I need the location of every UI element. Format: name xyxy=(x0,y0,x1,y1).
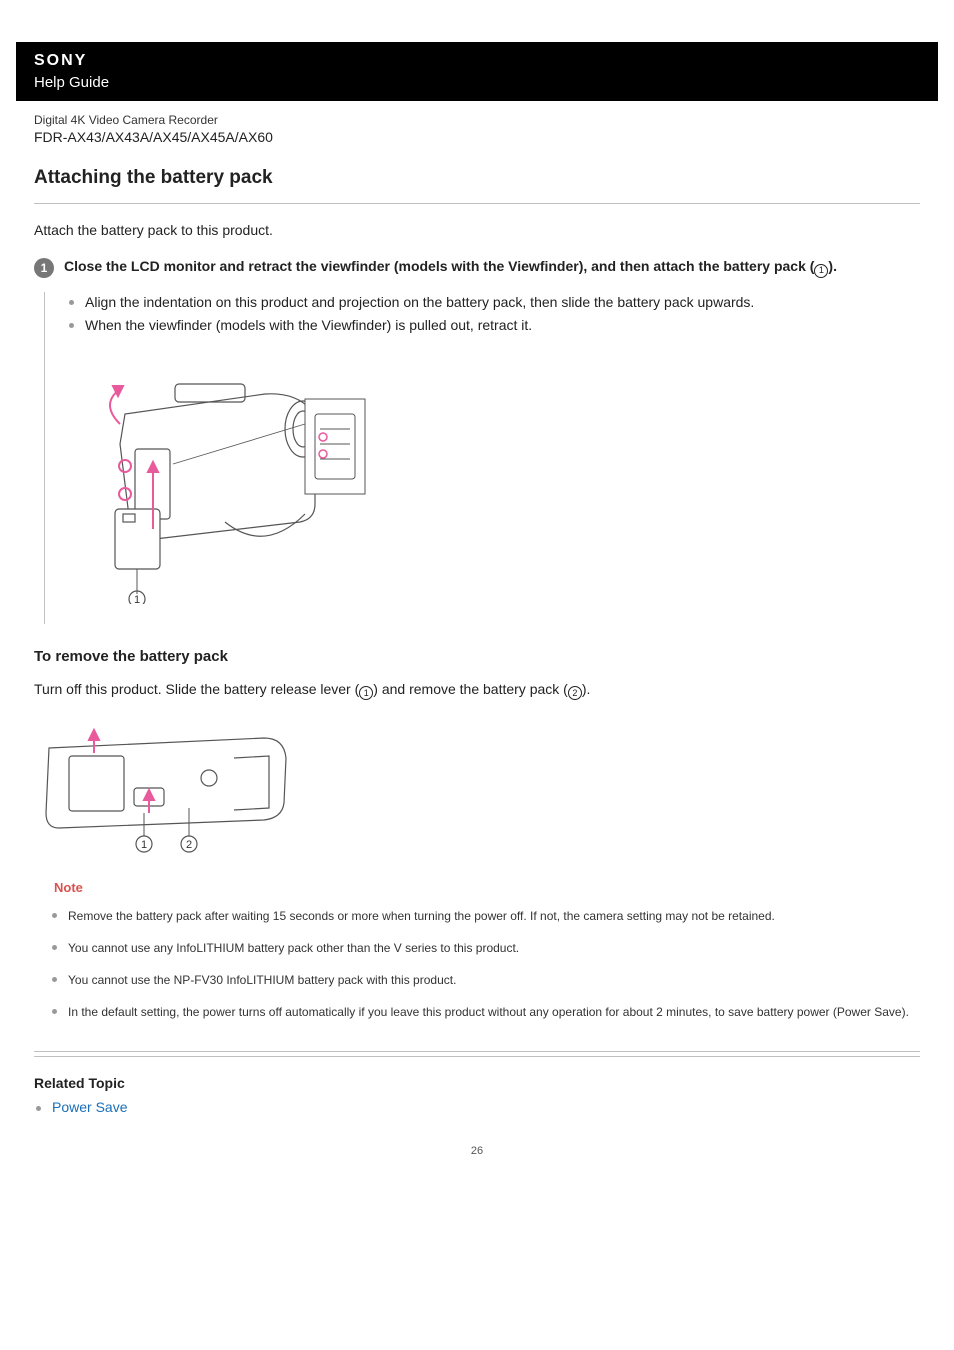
step-title-part2: ). xyxy=(828,258,837,274)
intro-text: Attach the battery pack to this product. xyxy=(34,222,920,238)
step-body: Align the indentation on this product an… xyxy=(44,292,920,624)
battery-attach-illustration: 1 xyxy=(65,354,375,604)
product-category: Digital 4K Video Camera Recorder xyxy=(34,113,920,127)
note-item: In the default setting, the power turns … xyxy=(68,1003,920,1021)
circled-1-icon: 1 xyxy=(359,686,373,700)
step-bullet-list: Align the indentation on this product an… xyxy=(65,292,920,336)
related-topic-block: Related Topic Power Save xyxy=(34,1075,920,1115)
page-title: Attaching the battery pack xyxy=(34,167,920,189)
power-save-link[interactable]: Power Save xyxy=(52,1099,127,1115)
product-info: Digital 4K Video Camera Recorder FDR-AX4… xyxy=(16,113,938,145)
remove-text: Turn off this product. Slide the battery… xyxy=(34,679,920,701)
related-topic-list: Power Save xyxy=(34,1099,920,1115)
step-bullet: Align the indentation on this product an… xyxy=(85,292,920,313)
step-1: 1 Close the LCD monitor and retract the … xyxy=(34,256,920,292)
brand-logo: SONY xyxy=(34,52,920,70)
battery-remove-illustration: 1 2 xyxy=(34,718,294,858)
remove-text-part3: ). xyxy=(582,681,591,697)
divider xyxy=(34,1056,920,1057)
product-model: FDR-AX43/AX43A/AX45/AX45A/AX60 xyxy=(34,129,920,145)
step-title-part1: Close the LCD monitor and retract the vi… xyxy=(64,258,814,274)
svg-text:2: 2 xyxy=(186,839,192,851)
circled-1-icon: 1 xyxy=(814,264,828,278)
note-list: Remove the battery pack after waiting 15… xyxy=(34,907,920,1021)
related-topic-label: Related Topic xyxy=(34,1075,920,1091)
step-title: Close the LCD monitor and retract the vi… xyxy=(64,256,920,278)
remove-text-part1: Turn off this product. Slide the battery… xyxy=(34,681,359,697)
related-topic-item: Power Save xyxy=(52,1099,920,1115)
step-bullet: When the viewfinder (models with the Vie… xyxy=(85,315,920,336)
divider xyxy=(34,1051,920,1052)
help-guide-label: Help Guide xyxy=(34,74,920,91)
title-divider xyxy=(34,203,920,204)
svg-text:1: 1 xyxy=(134,594,140,604)
note-item: You cannot use the NP-FV30 InfoLITHIUM b… xyxy=(68,971,920,989)
note-block: Note Remove the battery pack after waiti… xyxy=(34,880,920,1021)
note-item: Remove the battery pack after waiting 15… xyxy=(68,907,920,925)
remove-text-part2: ) and remove the battery pack ( xyxy=(373,681,568,697)
note-item: You cannot use any InfoLITHIUM battery p… xyxy=(68,939,920,957)
note-label: Note xyxy=(54,880,920,895)
header-bar: SONY Help Guide xyxy=(16,42,938,101)
page-number: 26 xyxy=(0,1145,954,1167)
step-number-badge: 1 xyxy=(34,258,54,278)
remove-heading: To remove the battery pack xyxy=(34,648,920,665)
circled-2-icon: 2 xyxy=(568,686,582,700)
svg-text:1: 1 xyxy=(141,839,147,851)
